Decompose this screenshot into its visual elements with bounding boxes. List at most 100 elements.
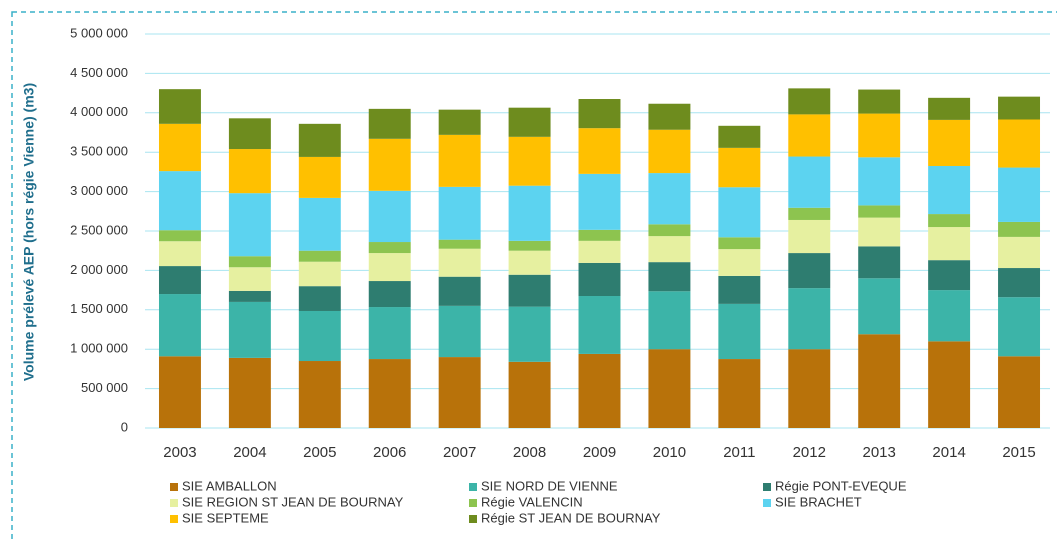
bar-segment [998,297,1041,357]
legend-label: SIE NORD DE VIENNE [481,478,618,493]
bar-segment [718,125,761,148]
y-axis-label: Volume prélevé AEP (hors régie Vienne) (… [21,83,37,381]
bar-segment [718,275,761,304]
bar-segment [858,217,901,247]
y-tick-label: 500 000 [81,380,128,395]
bar-segment [648,349,691,428]
bar-segment [438,186,481,240]
legend-label: Régie PONT-EVEQUE [775,478,907,493]
bar-segment [578,240,621,263]
bar-segment [648,236,691,263]
bar-segment [718,303,761,360]
x-tick-label: 2011 [723,444,755,461]
legend-label: Régie VALENCIN [481,494,583,509]
bar-segment [298,197,341,251]
bar-segment [508,136,551,186]
x-tick-label: 2006 [373,444,406,461]
y-tick-label: 5 000 000 [70,25,128,40]
legend-swatch [469,499,477,507]
y-tick-label: 3 000 000 [70,183,128,198]
bar-segment [368,242,411,254]
legend-label: SIE REGION ST JEAN DE BOURNAY [182,494,404,509]
bar-segment [228,256,271,268]
y-tick-label: 2 500 000 [70,222,128,237]
bar-segment [228,267,271,291]
bar-segment [508,240,551,251]
bar-segment [718,249,761,276]
x-tick-label: 2013 [863,444,896,461]
bar-segment [158,171,201,231]
legend-label: Régie ST JEAN DE BOURNAY [481,510,661,525]
bar-segment [788,253,831,289]
bar-segment [228,118,271,150]
bar-segment [508,306,551,362]
bar-segment [578,173,621,230]
bar-segment [368,281,411,308]
bar-segment [998,167,1041,222]
bar-segment [788,114,831,157]
x-tick-label: 2005 [303,444,336,461]
bar-segment [158,89,201,124]
bar-segment [438,239,481,249]
legend-swatch [170,515,178,523]
bar-segment [858,278,901,335]
bar-segment [368,253,411,282]
legend-swatch [763,499,771,507]
bar-segment [298,123,341,157]
x-tick-label: 2014 [932,444,965,461]
bar-segment [438,305,481,358]
legend-swatch [469,483,477,491]
x-tick-label: 2004 [233,444,266,461]
x-tick-label: 2008 [513,444,546,461]
bar-segment [788,288,831,350]
y-tick-label: 4 500 000 [70,65,128,80]
bar-segment [928,214,971,228]
bar-segment [648,224,691,237]
bar-segment [158,294,201,357]
bar-segment [368,190,411,243]
bar-segment [298,156,341,198]
bar-segment [158,356,201,428]
bar-segment [578,296,621,354]
bar-segment [788,349,831,428]
bar-segment [508,107,551,137]
bar-segment [648,291,691,350]
x-tick-label: 2010 [653,444,686,461]
bar-segment [158,230,201,242]
y-tick-label: 2 000 000 [70,262,128,277]
bar-segment [648,129,691,174]
legend-swatch [763,483,771,491]
bar-segment [508,274,551,307]
bar-segment [368,359,411,428]
bar-segment [858,89,901,114]
bar-segment [228,193,271,257]
bar-segment [298,261,341,287]
bar-segment [648,173,691,225]
y-tick-label: 4 000 000 [70,104,128,119]
y-tick-label: 1 000 000 [70,341,128,356]
bar-segment [718,237,761,250]
bar-segment [578,353,621,428]
y-tick-label: 0 [121,419,128,434]
legend-swatch [170,483,178,491]
bar-segment [928,260,971,291]
bar-segment [508,361,551,428]
bar-segment [928,290,971,342]
bar-segment [438,248,481,277]
frame [11,11,1057,540]
bar-segment [508,185,551,241]
bar-segment [298,310,341,362]
bar-segment [858,113,901,158]
legend-label: SIE AMBALLON [182,478,277,493]
bar-segment [228,290,271,302]
legend-label: SIE SEPTEME [182,510,269,525]
y-tick-label: 3 500 000 [70,144,128,159]
bar-segment [438,134,481,187]
bar-segment [298,286,341,311]
bar-segment [368,108,411,139]
bar-segment [578,99,621,129]
x-tick-label: 2012 [793,444,826,461]
y-tick-label: 1 500 000 [70,301,128,316]
bar-segment [998,268,1041,298]
